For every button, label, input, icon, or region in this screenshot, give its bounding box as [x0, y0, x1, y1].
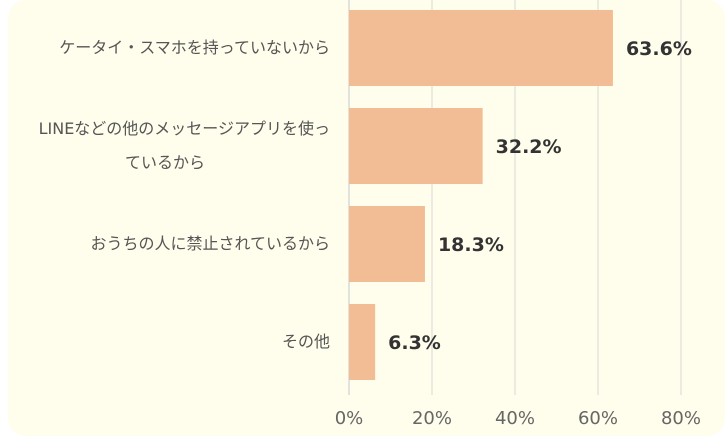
- value-label: 6.3%: [388, 332, 441, 354]
- bar: [349, 108, 483, 184]
- x-tick-label: 0%: [335, 408, 364, 429]
- bar: [349, 10, 613, 86]
- category-label: おうちの人に禁止されているから: [0, 227, 330, 261]
- x-tick-label: 60%: [578, 408, 618, 429]
- category-label: LINEなどの他のメッセージアプリを使っているから: [0, 112, 330, 180]
- category-label: その他: [0, 325, 330, 359]
- x-tick-label: 40%: [495, 408, 535, 429]
- value-label: 32.2%: [496, 136, 562, 158]
- category-label-line: ているから: [124, 153, 205, 172]
- category-label-line: LINEなどの他のメッセージアプリを使っ: [38, 119, 330, 138]
- value-label: 63.6%: [626, 38, 692, 60]
- bar: [349, 304, 376, 380]
- category-label-line: その他: [281, 332, 330, 351]
- bar: [349, 206, 425, 282]
- category-label: ケータイ・スマホを持っていないから: [0, 31, 330, 65]
- category-label-line: おうちの人に禁止されているから: [90, 234, 330, 253]
- x-tick-label: 80%: [661, 408, 701, 429]
- value-label: 18.3%: [438, 234, 504, 256]
- x-tick-label: 20%: [412, 408, 452, 429]
- category-label-line: ケータイ・スマホを持っていないから: [59, 38, 330, 57]
